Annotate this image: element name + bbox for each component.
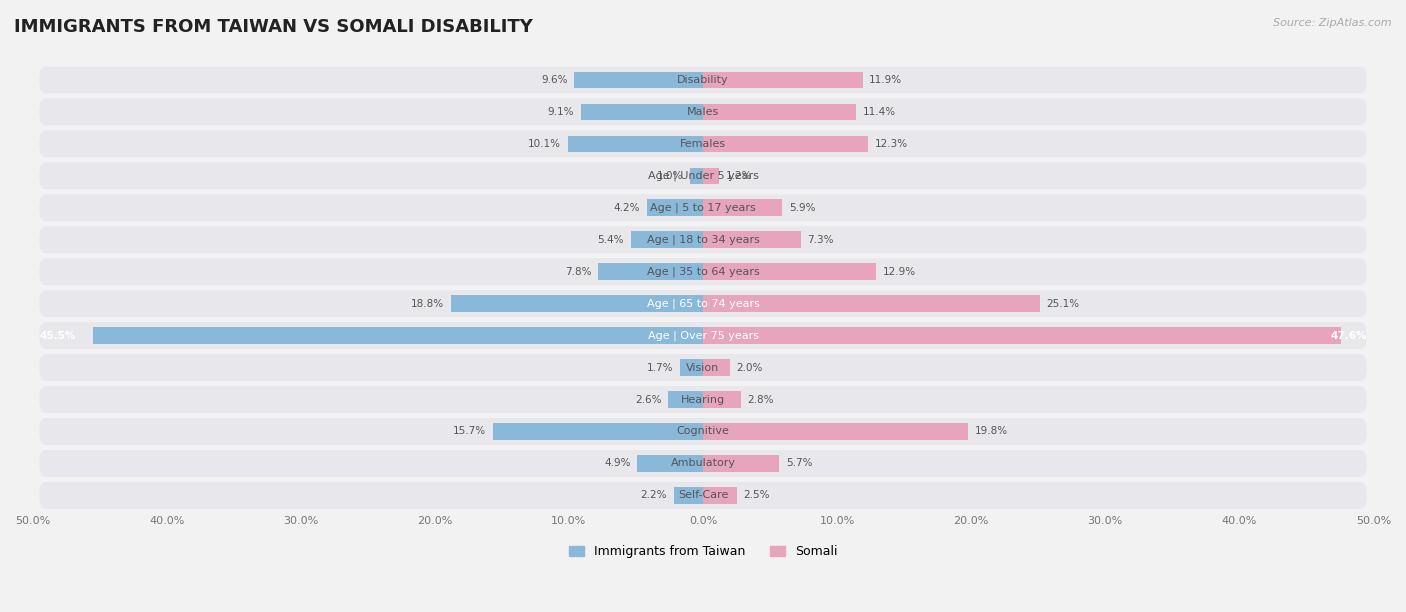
Text: 15.7%: 15.7% (453, 427, 486, 436)
Text: 5.7%: 5.7% (786, 458, 813, 468)
Bar (451, 296, 703, 312)
Bar (93, 327, 703, 344)
Text: 10.1%: 10.1% (527, 139, 561, 149)
Text: 45.5%: 45.5% (39, 330, 76, 341)
Bar (703, 168, 718, 184)
Legend: Immigrants from Taiwan, Somali: Immigrants from Taiwan, Somali (564, 540, 842, 563)
Text: Age | Under 5 years: Age | Under 5 years (648, 171, 758, 181)
Bar (574, 72, 703, 88)
Text: 4.9%: 4.9% (605, 458, 631, 468)
Bar (703, 455, 779, 472)
Bar (631, 231, 703, 248)
Text: 18.8%: 18.8% (411, 299, 444, 308)
FancyBboxPatch shape (39, 162, 1367, 189)
FancyBboxPatch shape (39, 418, 1367, 445)
FancyBboxPatch shape (39, 386, 1367, 413)
Text: 5.4%: 5.4% (598, 235, 624, 245)
Text: Cognitive: Cognitive (676, 427, 730, 436)
FancyBboxPatch shape (39, 226, 1367, 253)
Text: 2.8%: 2.8% (747, 395, 773, 405)
Bar (703, 296, 1039, 312)
Bar (703, 103, 856, 120)
Bar (703, 327, 1341, 344)
FancyBboxPatch shape (39, 482, 1367, 509)
Bar (668, 391, 703, 408)
Text: Age | 18 to 34 years: Age | 18 to 34 years (647, 234, 759, 245)
Text: Vision: Vision (686, 362, 720, 373)
Bar (703, 263, 876, 280)
Text: Hearing: Hearing (681, 395, 725, 405)
FancyBboxPatch shape (39, 450, 1367, 477)
Text: 2.2%: 2.2% (640, 490, 666, 501)
Text: 12.3%: 12.3% (875, 139, 908, 149)
Bar (703, 423, 969, 440)
Bar (492, 423, 703, 440)
Text: 2.0%: 2.0% (737, 362, 763, 373)
Text: 4.2%: 4.2% (613, 203, 640, 213)
Text: Ambulatory: Ambulatory (671, 458, 735, 468)
Bar (703, 200, 782, 216)
Text: 11.9%: 11.9% (869, 75, 903, 85)
Bar (599, 263, 703, 280)
Text: 2.5%: 2.5% (744, 490, 769, 501)
Text: 9.1%: 9.1% (548, 107, 574, 117)
Text: Age | 35 to 64 years: Age | 35 to 64 years (647, 266, 759, 277)
Bar (568, 135, 703, 152)
Text: Disability: Disability (678, 75, 728, 85)
Text: 25.1%: 25.1% (1046, 299, 1080, 308)
Text: 5.9%: 5.9% (789, 203, 815, 213)
Text: Age | 5 to 17 years: Age | 5 to 17 years (650, 203, 756, 213)
Text: Age | 65 to 74 years: Age | 65 to 74 years (647, 299, 759, 309)
FancyBboxPatch shape (39, 195, 1367, 221)
Text: Males: Males (688, 107, 718, 117)
Bar (703, 359, 730, 376)
Text: Self-Care: Self-Care (678, 490, 728, 501)
Bar (703, 391, 741, 408)
Text: 19.8%: 19.8% (976, 427, 1008, 436)
Text: 1.2%: 1.2% (725, 171, 752, 181)
Bar (637, 455, 703, 472)
Text: 1.7%: 1.7% (647, 362, 673, 373)
FancyBboxPatch shape (39, 67, 1367, 94)
FancyBboxPatch shape (39, 322, 1367, 349)
Text: 12.9%: 12.9% (883, 267, 915, 277)
Text: 2.6%: 2.6% (636, 395, 661, 405)
Text: 11.4%: 11.4% (862, 107, 896, 117)
Bar (703, 135, 868, 152)
FancyBboxPatch shape (39, 130, 1367, 157)
Text: 7.8%: 7.8% (565, 267, 592, 277)
Text: 1.0%: 1.0% (657, 171, 683, 181)
Text: IMMIGRANTS FROM TAIWAN VS SOMALI DISABILITY: IMMIGRANTS FROM TAIWAN VS SOMALI DISABIL… (14, 18, 533, 36)
Text: 7.3%: 7.3% (807, 235, 834, 245)
Text: 9.6%: 9.6% (541, 75, 568, 85)
Bar (689, 168, 703, 184)
Bar (703, 487, 737, 504)
FancyBboxPatch shape (39, 290, 1367, 317)
Bar (681, 359, 703, 376)
Bar (703, 72, 862, 88)
Text: Females: Females (681, 139, 725, 149)
Text: Age | Over 75 years: Age | Over 75 years (648, 330, 758, 341)
FancyBboxPatch shape (39, 258, 1367, 285)
FancyBboxPatch shape (39, 354, 1367, 381)
Bar (581, 103, 703, 120)
Bar (673, 487, 703, 504)
Text: 47.6%: 47.6% (1330, 330, 1367, 341)
FancyBboxPatch shape (39, 99, 1367, 125)
Bar (703, 231, 801, 248)
Bar (647, 200, 703, 216)
Text: Source: ZipAtlas.com: Source: ZipAtlas.com (1274, 18, 1392, 28)
